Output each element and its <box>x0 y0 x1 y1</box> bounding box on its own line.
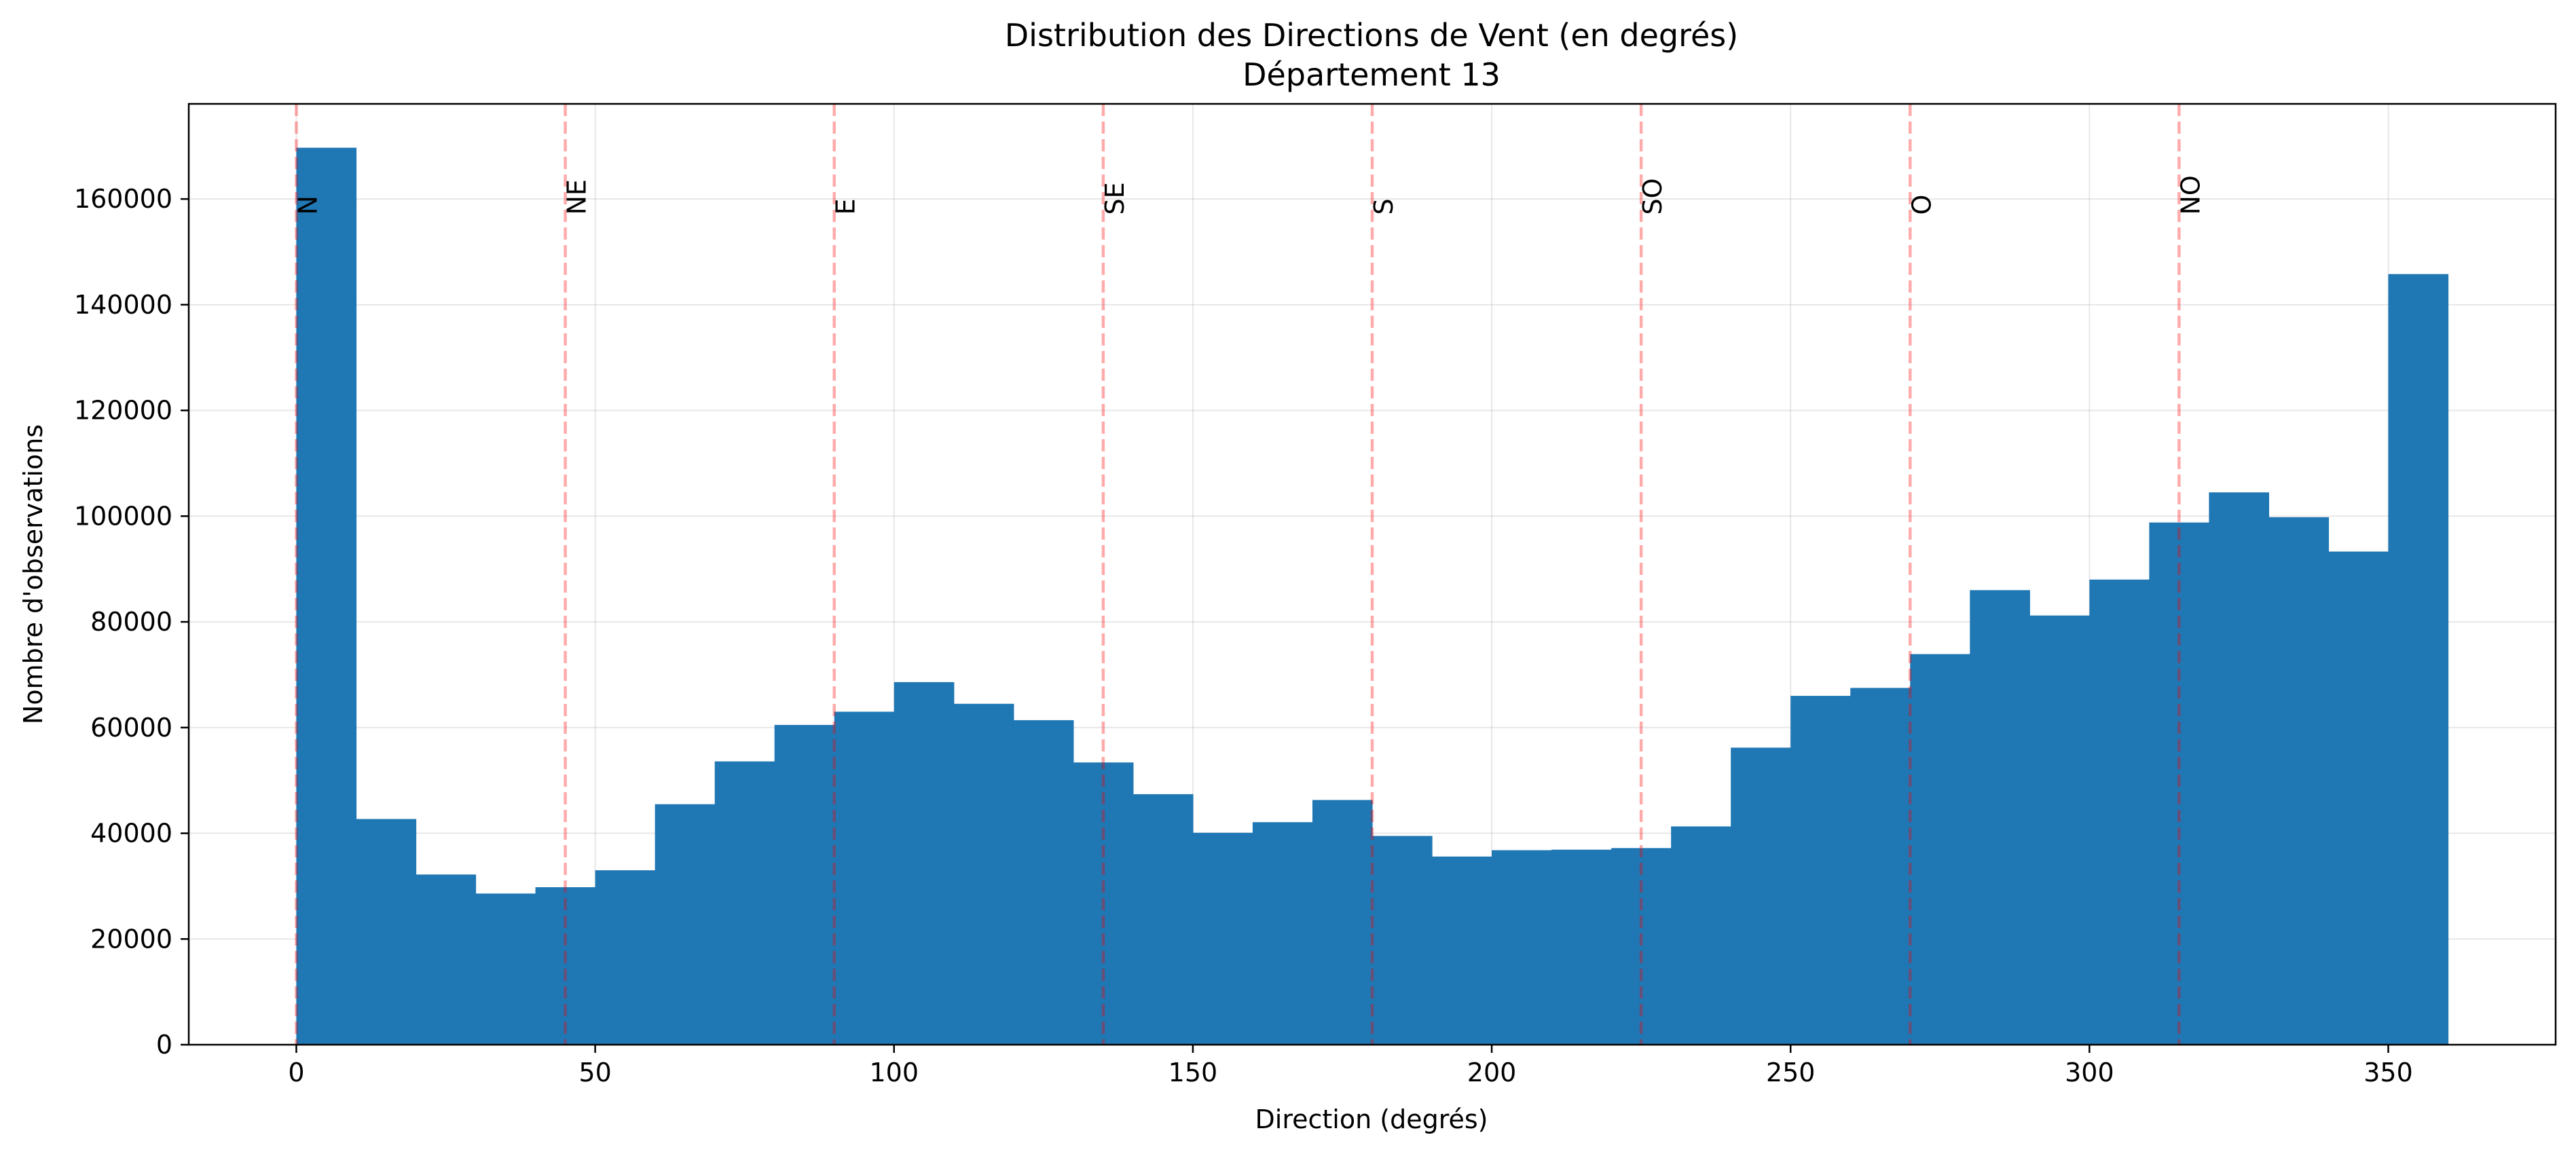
compass-label-se: SE <box>1100 182 1130 215</box>
histogram-bar <box>595 870 656 1045</box>
chart-title: Distribution des Directions de Vent (en … <box>1005 17 1738 54</box>
histogram-bar <box>1133 794 1194 1045</box>
ticks-layer: 0 50 100 150 200 250 300 350 0 20000 40000 60000 800… <box>74 184 2413 1087</box>
compass-label-e: E <box>831 199 861 215</box>
histogram-bar <box>1671 826 1731 1045</box>
histogram-bar <box>1252 822 1313 1045</box>
y-tick-label: 80000 <box>90 607 172 637</box>
histogram-bar <box>2328 551 2389 1045</box>
histogram-bar <box>2089 579 2150 1045</box>
histogram-bar <box>356 819 417 1045</box>
histogram-bar <box>1372 836 1433 1045</box>
chart-subtitle: Département 13 <box>1243 56 1501 93</box>
x-axis-label: Direction (degrés) <box>1255 1104 1488 1134</box>
histogram-bar <box>1790 696 1851 1045</box>
x-tick-label: 350 <box>2363 1058 2413 1087</box>
histogram-bar <box>1731 747 1791 1045</box>
x-tick-label: 300 <box>2065 1058 2114 1087</box>
x-tick-label: 250 <box>1766 1058 1816 1087</box>
x-tick-label: 150 <box>1169 1058 1218 1087</box>
x-tick-label: 0 <box>288 1058 304 1087</box>
histogram-bar <box>475 893 536 1045</box>
histogram-bar <box>296 147 357 1045</box>
x-tick-label: 100 <box>869 1058 919 1087</box>
histogram-bar <box>894 682 955 1045</box>
x-tick-label: 200 <box>1467 1058 1517 1087</box>
histogram-bar <box>655 804 716 1045</box>
histogram-bar <box>2209 492 2270 1045</box>
histogram-bar <box>535 887 596 1045</box>
histogram-bar <box>774 724 835 1045</box>
compass-label-no: NO <box>2175 175 2205 215</box>
y-tick-label: 0 <box>156 1030 172 1060</box>
histogram-bar <box>2388 274 2449 1045</box>
compass-label-o: O <box>1907 195 1936 215</box>
y-tick-label: 160000 <box>74 184 172 214</box>
histogram-bar <box>1013 720 1074 1045</box>
y-tick-label: 120000 <box>74 396 172 426</box>
y-axis-label: Nombre d'observations <box>18 424 48 724</box>
histogram-bar <box>2268 517 2330 1045</box>
y-tick-label: 140000 <box>74 290 172 320</box>
compass-label-so: SO <box>1638 178 1668 215</box>
histogram-bar <box>2029 615 2090 1045</box>
reference-lines-layer: N NE E SE S SO O NO <box>293 104 2205 1045</box>
y-tick-label: 100000 <box>74 501 172 531</box>
histogram-bar <box>1910 654 1970 1045</box>
histogram-bar <box>953 703 1014 1045</box>
histogram-bar <box>1970 590 2030 1045</box>
compass-label-s: S <box>1369 198 1399 215</box>
plot-frame <box>187 103 2557 1046</box>
bars-layer <box>296 147 2449 1045</box>
histogram-bar <box>714 761 775 1045</box>
y-tick-label: 20000 <box>90 924 172 954</box>
histogram-bar <box>1432 856 1492 1045</box>
compass-label-n: N <box>293 196 323 215</box>
histogram-bar <box>2149 522 2210 1045</box>
x-tick-label: 50 <box>578 1058 611 1087</box>
histogram-bar <box>1073 762 1134 1045</box>
y-tick-label: 60000 <box>90 713 172 743</box>
histogram-bar <box>1611 848 1672 1045</box>
y-tick-label: 40000 <box>90 819 172 849</box>
compass-label-ne: NE <box>562 179 592 215</box>
histogram-bar <box>1850 688 1911 1045</box>
histogram-bar <box>1192 832 1253 1045</box>
histogram-bar <box>834 711 895 1045</box>
histogram-bar <box>1312 800 1373 1045</box>
histogram-bar <box>416 874 477 1045</box>
histogram-bar <box>1551 849 1612 1045</box>
histogram-bar <box>1492 850 1552 1045</box>
